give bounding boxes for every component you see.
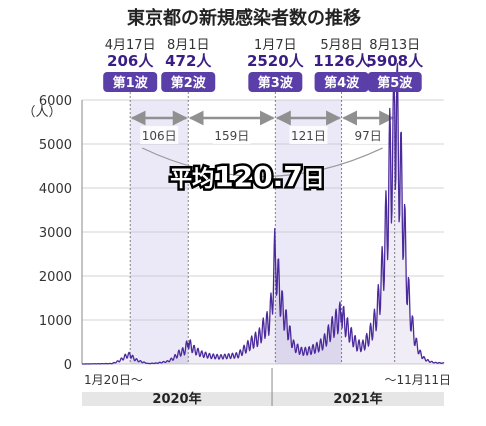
peak-labels: 4月17日206人第1波8月1日472人第2波1月7日2520人第3波5月8日1… [103,38,424,92]
y-tick-label: 5000 [39,138,72,153]
peak-value: 2520人 [247,52,305,70]
interval-label-bg [349,126,388,144]
case-count-series [81,63,445,365]
x-end-label: 〜11月11日 [384,373,451,387]
y-tick-label: 1000 [39,314,72,329]
y-tick-label: 3000 [39,226,72,241]
peak-date: 4月17日 [105,38,156,53]
x-start-label: 1月20日〜 [84,373,143,387]
x-axis: 1月20日〜 〜11月11日 2020年 2021年 [82,368,451,407]
average-bracket-curve [141,147,383,178]
series-area [82,63,444,364]
interval-label: 106日 [142,129,177,143]
y-tick-label: 2000 [39,270,72,285]
y-tick-label: 4000 [39,182,72,197]
interval-arrows: 106日 159日 121日 97日 [130,110,395,144]
peak-value: 472人 [165,52,212,70]
chart-title: 東京都の新規感染者数の推移 [127,7,361,29]
peak-value: 1126人 [313,52,371,70]
y-axis: （人） 0 1000 2000 3000 4000 5000 6000 [22,94,83,373]
wave-badge [103,72,158,92]
y-tick-label: 0 [64,358,72,373]
y-axis-unit: （人） [22,105,61,120]
average-value: 120.7 [214,160,303,193]
wave-badge [161,72,216,92]
average-interval-callout: 平均120.7日 [141,147,383,196]
year-label-2021: 2021年 [333,391,382,407]
year-label-2020: 2020年 [152,391,201,407]
series-line [81,63,445,365]
interval-label-bg [289,126,328,144]
interval-label: 159日 [214,129,249,143]
wave-badge [367,72,422,92]
year-band [82,392,444,406]
wave-badge-label: 第4波 [324,75,360,91]
interval-label: 97日 [355,129,382,143]
average-prefix: 平均 [170,166,214,192]
peak-date: 8月1日 [167,38,210,53]
peak-date: 8月13日 [369,38,420,53]
wave-badge-label: 第1波 [113,75,149,91]
wave-badge-label: 第3波 [258,75,294,91]
interval-label-bg [140,126,179,144]
interval-label-bg [212,126,251,144]
peak-date: 5月8日 [320,38,363,53]
y-tick-label: 6000 [39,94,72,109]
peak-value: 5908人 [366,52,424,70]
wave-badge-label: 第5波 [377,75,413,91]
peak-value: 206人 [107,52,154,70]
interval-label: 121日 [291,129,326,143]
average-suffix: 日 [303,167,325,192]
peak-date: 1月7日 [254,38,297,53]
wave-badge [314,72,369,92]
wave-badge-label: 第2波 [171,75,207,91]
average-interval-label: 平均120.7日 [170,160,325,193]
wave-badge [248,72,303,92]
